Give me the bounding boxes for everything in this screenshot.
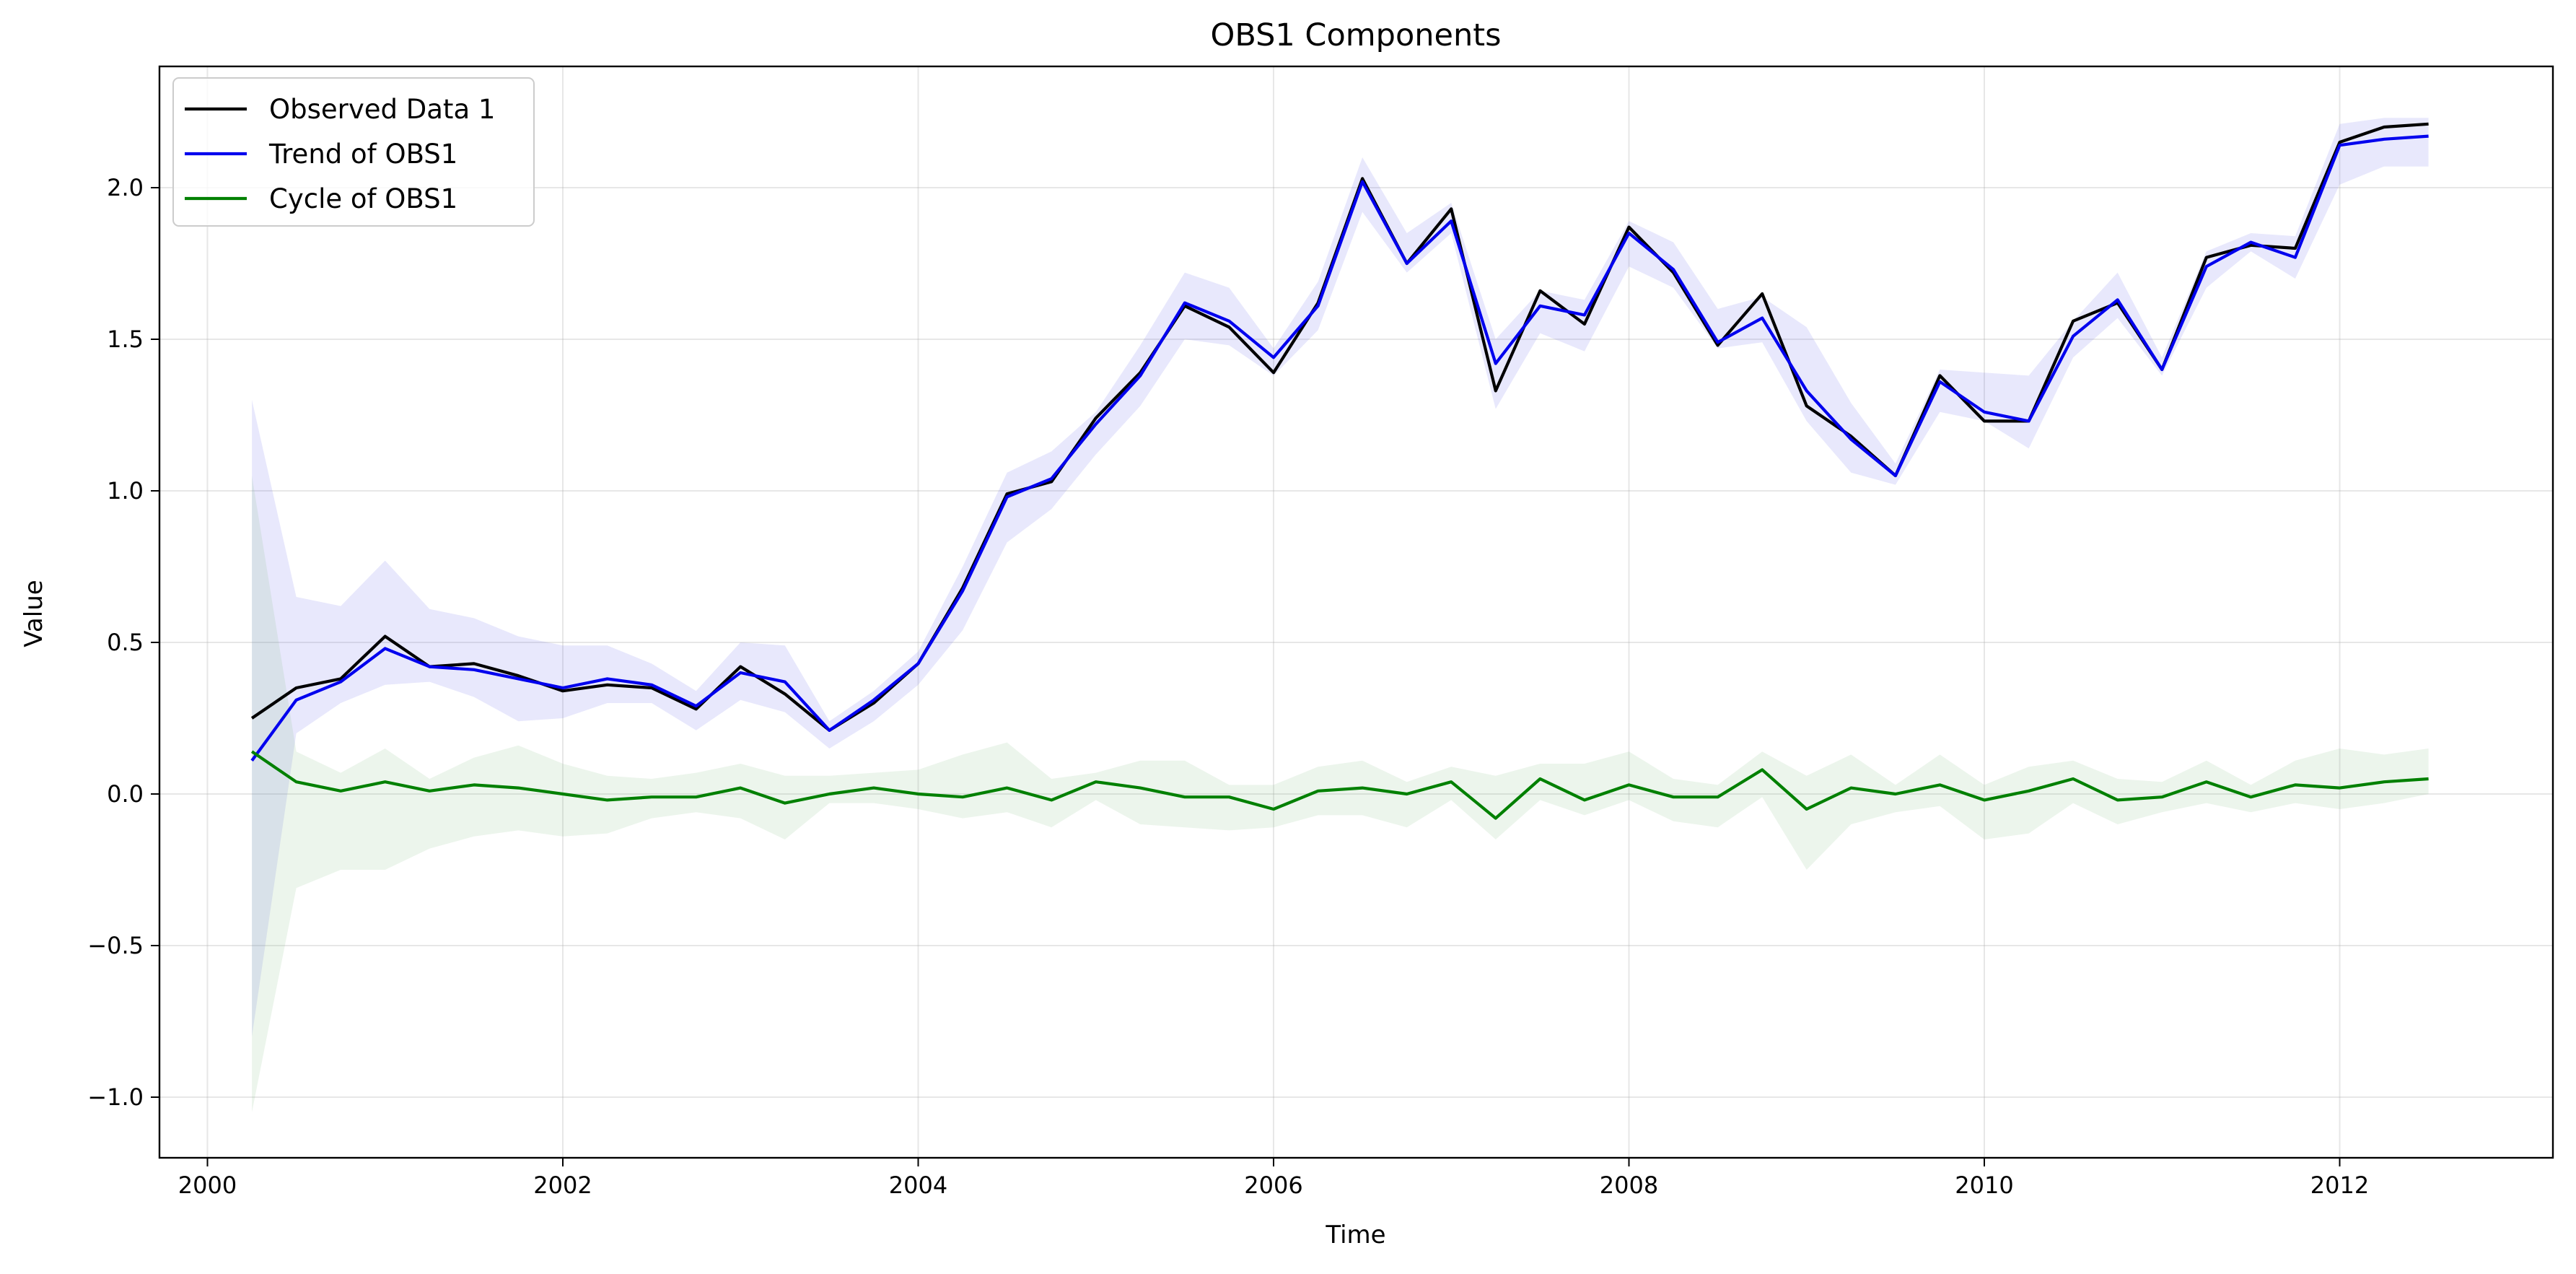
y-axis-label: Value — [19, 580, 48, 647]
legend: Observed Data 1 Trend of OBS1 Cycle of OBS… — [172, 77, 535, 227]
legend-label: Cycle of OBS1 — [269, 183, 457, 214]
y-tick-label: 0.5 — [107, 629, 144, 656]
y-tick-label: 0.0 — [107, 780, 144, 808]
series-line — [250, 134, 2429, 762]
y-axis: −1.0 −0.5 0.0 0.5 1.0 1.5 2.0 — [87, 174, 159, 1111]
series-line — [250, 750, 2429, 820]
y-tick-label: −1.0 — [87, 1083, 144, 1111]
x-tick-label: 2012 — [2310, 1172, 2369, 1199]
x-tick-label: 2002 — [533, 1172, 592, 1199]
legend-label: Observed Data 1 — [269, 94, 495, 125]
series-lines — [250, 122, 2429, 820]
x-tick-label: 2004 — [889, 1172, 947, 1199]
y-tick-label: −0.5 — [87, 932, 144, 959]
legend-box — [172, 77, 535, 227]
confidence-band — [252, 476, 2429, 1112]
x-tick-label: 2008 — [1600, 1172, 1658, 1199]
y-tick-label: 2.0 — [107, 174, 144, 201]
plot-frame — [158, 65, 2554, 1159]
x-tick-label: 2000 — [178, 1172, 237, 1199]
confidence-bands — [252, 118, 2429, 1112]
grid — [159, 66, 2553, 1158]
x-tick-label: 2006 — [1244, 1172, 1302, 1199]
legend-label: Trend of OBS1 — [268, 139, 457, 170]
chart-title: OBS1 Components — [1211, 17, 1502, 53]
x-axis: 2000 2002 2004 2006 2008 2010 2012 — [178, 1158, 2369, 1199]
x-tick-label: 2010 — [1955, 1172, 2013, 1199]
y-tick-label: 1.0 — [107, 477, 144, 505]
x-axis-label: Time — [1325, 1221, 1385, 1249]
y-tick-label: 1.5 — [107, 326, 144, 353]
